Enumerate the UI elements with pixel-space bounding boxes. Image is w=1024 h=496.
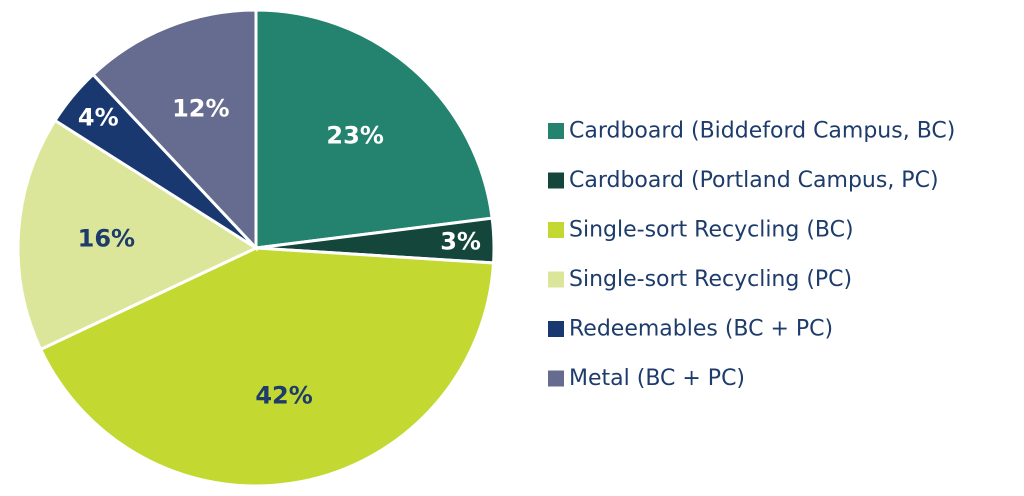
legend-label: Single-sort Recycling (BC) bbox=[569, 218, 854, 243]
slice-label-cardboard-portland-campus-pc: 3% bbox=[440, 228, 481, 256]
slice-label-cardboard-biddeford-campus-bc: 23% bbox=[326, 122, 383, 150]
legend-label: Metal (BC + PC) bbox=[569, 366, 745, 391]
legend-label: Cardboard (Portland Campus, PC) bbox=[569, 168, 939, 193]
legend-item-single-sort-recycling-bc: Single-sort Recycling (BC) bbox=[548, 218, 854, 243]
legend-item-cardboard-biddeford-campus-bc: Cardboard (Biddeford Campus, BC) bbox=[548, 119, 955, 144]
legend-item-metal-bc-pc: Metal (BC + PC) bbox=[548, 366, 745, 391]
pie-slice-single-sort-recycling-pc bbox=[16, 118, 260, 352]
pie-slice-cardboard-biddeford-campus-bc bbox=[254, 8, 494, 250]
legend-item-single-sort-recycling-pc: Single-sort Recycling (PC) bbox=[548, 267, 852, 292]
pie-slice-metal-bc-pc bbox=[90, 8, 258, 252]
legend-swatch bbox=[548, 321, 564, 337]
legend-swatch bbox=[548, 172, 564, 189]
legend-label: Single-sort Recycling (PC) bbox=[569, 267, 852, 292]
pie-slices bbox=[16, 8, 496, 488]
slice-label-single-sort-recycling-bc: 42% bbox=[255, 381, 312, 409]
legend-item-cardboard-portland-campus-pc: Cardboard (Portland Campus, PC) bbox=[548, 168, 939, 193]
slice-label-redeemables-bc-pc: 4% bbox=[78, 104, 119, 132]
legend: Cardboard (Biddeford Campus, BC) Cardboar… bbox=[548, 119, 955, 391]
pie-slice-labels: 23% 3% 42% 16% 4% 12% bbox=[78, 95, 481, 410]
legend-label: Redeemables (BC + PC) bbox=[569, 317, 833, 342]
slice-label-metal-bc-pc: 12% bbox=[172, 95, 229, 123]
legend-swatch bbox=[548, 271, 564, 288]
legend-swatch bbox=[548, 370, 564, 387]
legend-swatch bbox=[548, 123, 564, 139]
legend-item-redeemables-bc-pc: Redeemables (BC + PC) bbox=[548, 317, 833, 342]
legend-label: Cardboard (Biddeford Campus, BC) bbox=[569, 119, 955, 144]
legend-swatch bbox=[548, 222, 564, 238]
pie-slice-single-sort-recycling-bc bbox=[38, 246, 496, 488]
slice-label-single-sort-recycling-pc: 16% bbox=[78, 225, 135, 253]
